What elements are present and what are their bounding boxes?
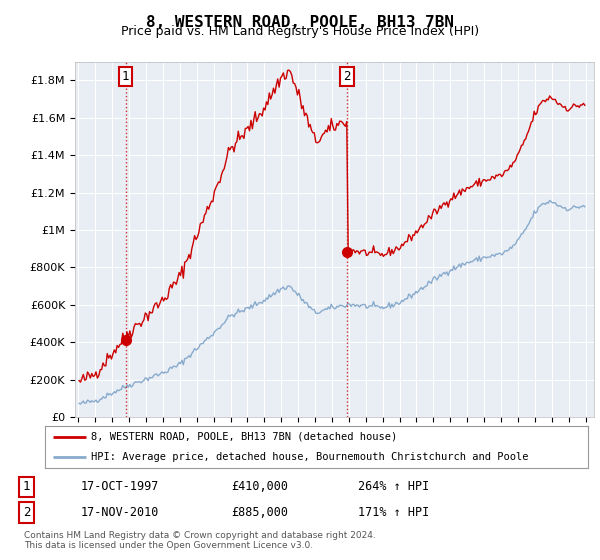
- Text: 8, WESTERN ROAD, POOLE, BH13 7BN: 8, WESTERN ROAD, POOLE, BH13 7BN: [146, 15, 454, 30]
- Text: £410,000: £410,000: [231, 480, 288, 493]
- Text: Contains HM Land Registry data © Crown copyright and database right 2024.: Contains HM Land Registry data © Crown c…: [24, 531, 376, 540]
- Text: 2: 2: [23, 506, 30, 519]
- Text: 1: 1: [122, 70, 129, 83]
- Text: 1: 1: [23, 480, 30, 493]
- Text: 2: 2: [343, 70, 350, 83]
- Text: 8, WESTERN ROAD, POOLE, BH13 7BN (detached house): 8, WESTERN ROAD, POOLE, BH13 7BN (detach…: [91, 432, 397, 442]
- Text: 17-NOV-2010: 17-NOV-2010: [81, 506, 160, 519]
- Text: 264% ↑ HPI: 264% ↑ HPI: [358, 480, 429, 493]
- Text: 17-OCT-1997: 17-OCT-1997: [81, 480, 160, 493]
- Text: 171% ↑ HPI: 171% ↑ HPI: [358, 506, 429, 519]
- Text: HPI: Average price, detached house, Bournemouth Christchurch and Poole: HPI: Average price, detached house, Bour…: [91, 452, 529, 462]
- Text: This data is licensed under the Open Government Licence v3.0.: This data is licensed under the Open Gov…: [24, 541, 313, 550]
- Text: Price paid vs. HM Land Registry's House Price Index (HPI): Price paid vs. HM Land Registry's House …: [121, 25, 479, 38]
- Text: £885,000: £885,000: [231, 506, 288, 519]
